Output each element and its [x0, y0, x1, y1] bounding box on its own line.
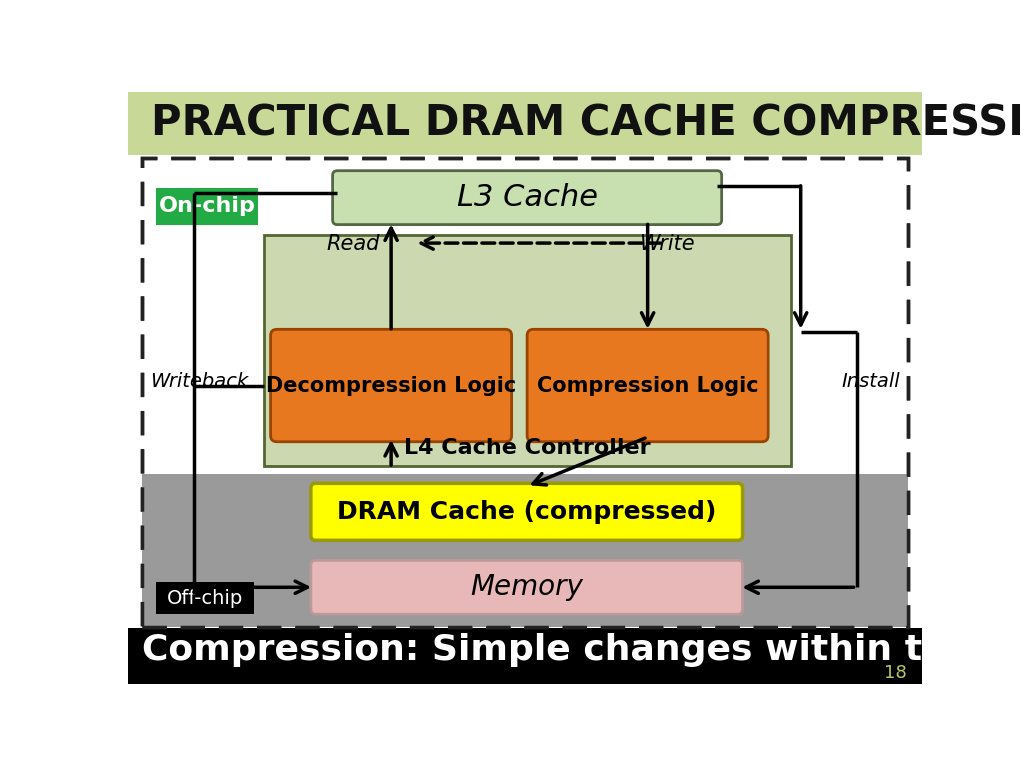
Text: Read: Read — [326, 233, 380, 254]
Text: On-chip: On-chip — [159, 196, 255, 216]
Text: Write: Write — [640, 233, 695, 254]
Text: 18: 18 — [884, 664, 907, 682]
FancyBboxPatch shape — [156, 187, 258, 224]
FancyBboxPatch shape — [142, 158, 907, 627]
Text: DRAM Cache (compressed): DRAM Cache (compressed) — [337, 500, 717, 524]
FancyBboxPatch shape — [128, 628, 922, 684]
Text: Install: Install — [842, 372, 900, 391]
FancyBboxPatch shape — [311, 483, 742, 541]
Text: Off-chip: Off-chip — [167, 588, 243, 607]
Text: Decompression Logic: Decompression Logic — [266, 376, 516, 396]
Text: Writeback: Writeback — [150, 372, 248, 391]
FancyBboxPatch shape — [263, 235, 791, 466]
FancyBboxPatch shape — [527, 329, 768, 442]
FancyBboxPatch shape — [333, 170, 722, 224]
FancyBboxPatch shape — [128, 92, 922, 155]
Text: L4 Cache Controller: L4 Cache Controller — [403, 438, 650, 458]
Text: Compression: Simple changes within the controller: Compression: Simple changes within the c… — [142, 633, 1024, 667]
FancyBboxPatch shape — [311, 561, 742, 614]
FancyBboxPatch shape — [142, 474, 907, 627]
Text: Memory: Memory — [470, 573, 584, 601]
FancyBboxPatch shape — [270, 329, 512, 442]
Text: Compression Logic: Compression Logic — [537, 376, 759, 396]
Text: L3 Cache: L3 Cache — [457, 183, 598, 212]
FancyBboxPatch shape — [156, 582, 254, 614]
Text: PRACTICAL DRAM CACHE COMPRESSION: PRACTICAL DRAM CACHE COMPRESSION — [152, 103, 1024, 144]
